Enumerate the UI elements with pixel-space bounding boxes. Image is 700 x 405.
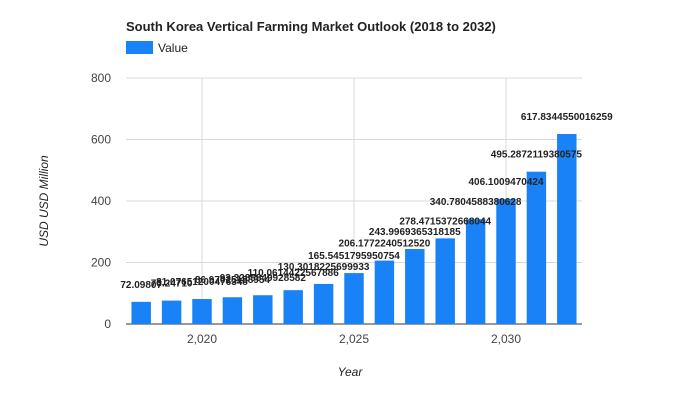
data-label: 72.09807 [120, 280, 162, 291]
data-label: 340.7804588380628 [430, 197, 522, 208]
data-label: 93.3285849928582 [220, 273, 307, 284]
bar [222, 297, 243, 324]
legend[interactable]: Value [126, 41, 188, 55]
bar [405, 248, 425, 324]
y-tick-label: 600 [91, 133, 111, 147]
data-label: 243.9969365318185 [369, 227, 461, 238]
y-tick-label: 0 [104, 317, 111, 331]
chart-title: South Korea Vertical Farming Market Outl… [126, 19, 496, 34]
data-label: 76.24710 [151, 279, 193, 290]
x-tick-label: 2,020 [187, 332, 217, 346]
bar [557, 134, 577, 324]
y-tick-label: 400 [91, 194, 111, 208]
data-label: 495.2872119380575 [491, 150, 583, 161]
bar [192, 299, 212, 324]
data-label: 86.97025188954 [195, 275, 271, 286]
y-tick-label: 800 [91, 71, 111, 85]
bar [344, 273, 364, 324]
y-axis-label: USD USD Million [37, 155, 51, 247]
x-axis-ticks: 2,020 2,025 2,030 [187, 332, 521, 346]
bar [526, 171, 547, 324]
y-tick-label: 200 [91, 256, 111, 270]
x-tick-label: 2,025 [339, 332, 369, 346]
x-tick-label: 2,030 [491, 332, 521, 346]
data-label: 165.5451795950754 [308, 251, 400, 262]
bar [253, 295, 273, 324]
data-label: 110.0614422567886 [248, 268, 340, 279]
y-axis-ticks: 0 200 400 600 800 [91, 71, 111, 331]
bar [374, 260, 395, 324]
data-labels: 72.0980776.2471081.0765120047634886.9702… [120, 112, 613, 291]
x-axis-label: Year [338, 365, 364, 379]
legend-swatch [126, 41, 153, 54]
bar [131, 301, 151, 324]
bars [131, 134, 577, 324]
data-label: 81.07651200476348 [156, 277, 248, 288]
bar [161, 300, 182, 324]
data-label: 406.1009470424 [468, 177, 544, 188]
data-label: 130.3018225699933 [278, 262, 370, 273]
bar [496, 199, 516, 324]
bar [435, 238, 455, 324]
bar [465, 219, 486, 324]
bar [313, 283, 334, 324]
data-label: 206.1772240512520 [339, 239, 431, 250]
data-label: 278.4715372668044 [399, 216, 491, 227]
bar [283, 290, 303, 324]
data-label: 617.8344550016259 [521, 112, 613, 123]
legend-label: Value [158, 41, 188, 55]
